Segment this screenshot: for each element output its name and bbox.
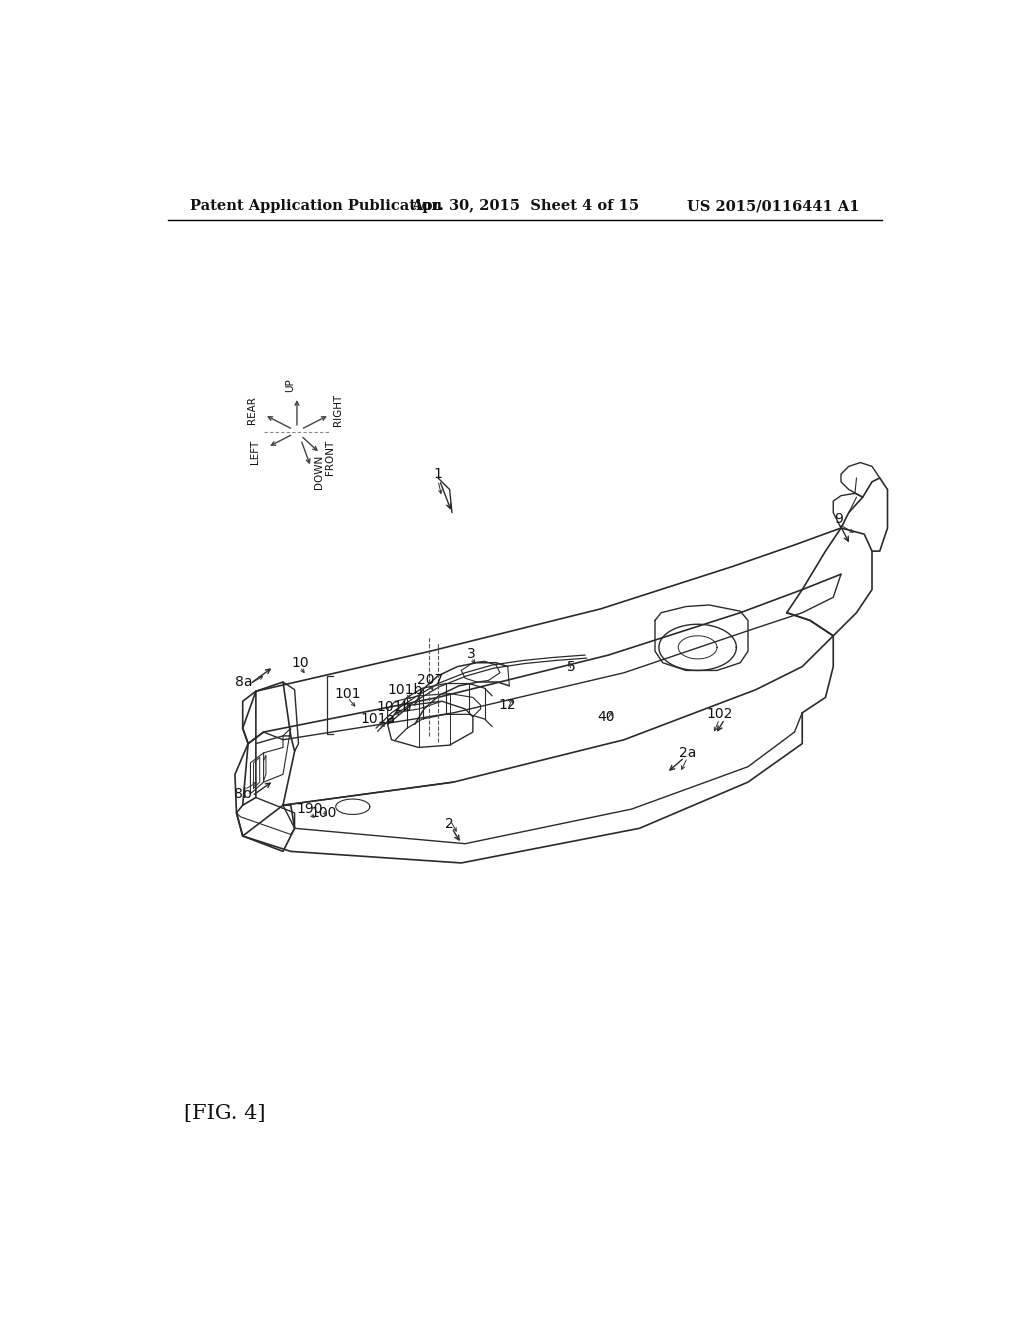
Text: 207: 207 [417,673,443,688]
Text: 10: 10 [291,656,309,669]
Text: Apr. 30, 2015  Sheet 4 of 15: Apr. 30, 2015 Sheet 4 of 15 [411,199,639,213]
Text: 3: 3 [467,647,476,660]
Text: 8b: 8b [233,788,252,801]
Text: [FIG. 4]: [FIG. 4] [183,1104,265,1123]
Text: 8a: 8a [236,675,253,689]
Text: Patent Application Publication: Patent Application Publication [190,199,442,213]
Text: 102: 102 [707,708,732,721]
Text: LEFT: LEFT [250,440,260,463]
Text: 100: 100 [310,807,337,820]
Text: RIGHT: RIGHT [334,395,343,426]
Text: DOWN: DOWN [314,454,324,488]
Text: 101b: 101b [388,682,423,697]
Text: 1: 1 [433,467,442,480]
Text: US 2015/0116441 A1: US 2015/0116441 A1 [687,199,859,213]
Text: 101b: 101b [377,700,413,714]
Text: 2: 2 [445,817,454,830]
Text: 9: 9 [835,512,843,525]
Text: 101: 101 [334,686,360,701]
Text: UP: UP [285,378,295,392]
Text: 101a: 101a [360,711,395,726]
Text: 2a: 2a [679,746,696,760]
Text: 12: 12 [499,698,516,711]
Text: 5: 5 [567,660,575,673]
Text: 190: 190 [297,803,324,816]
Text: REAR: REAR [247,396,257,424]
Text: FRONT: FRONT [325,440,335,475]
Text: 40: 40 [597,710,615,723]
